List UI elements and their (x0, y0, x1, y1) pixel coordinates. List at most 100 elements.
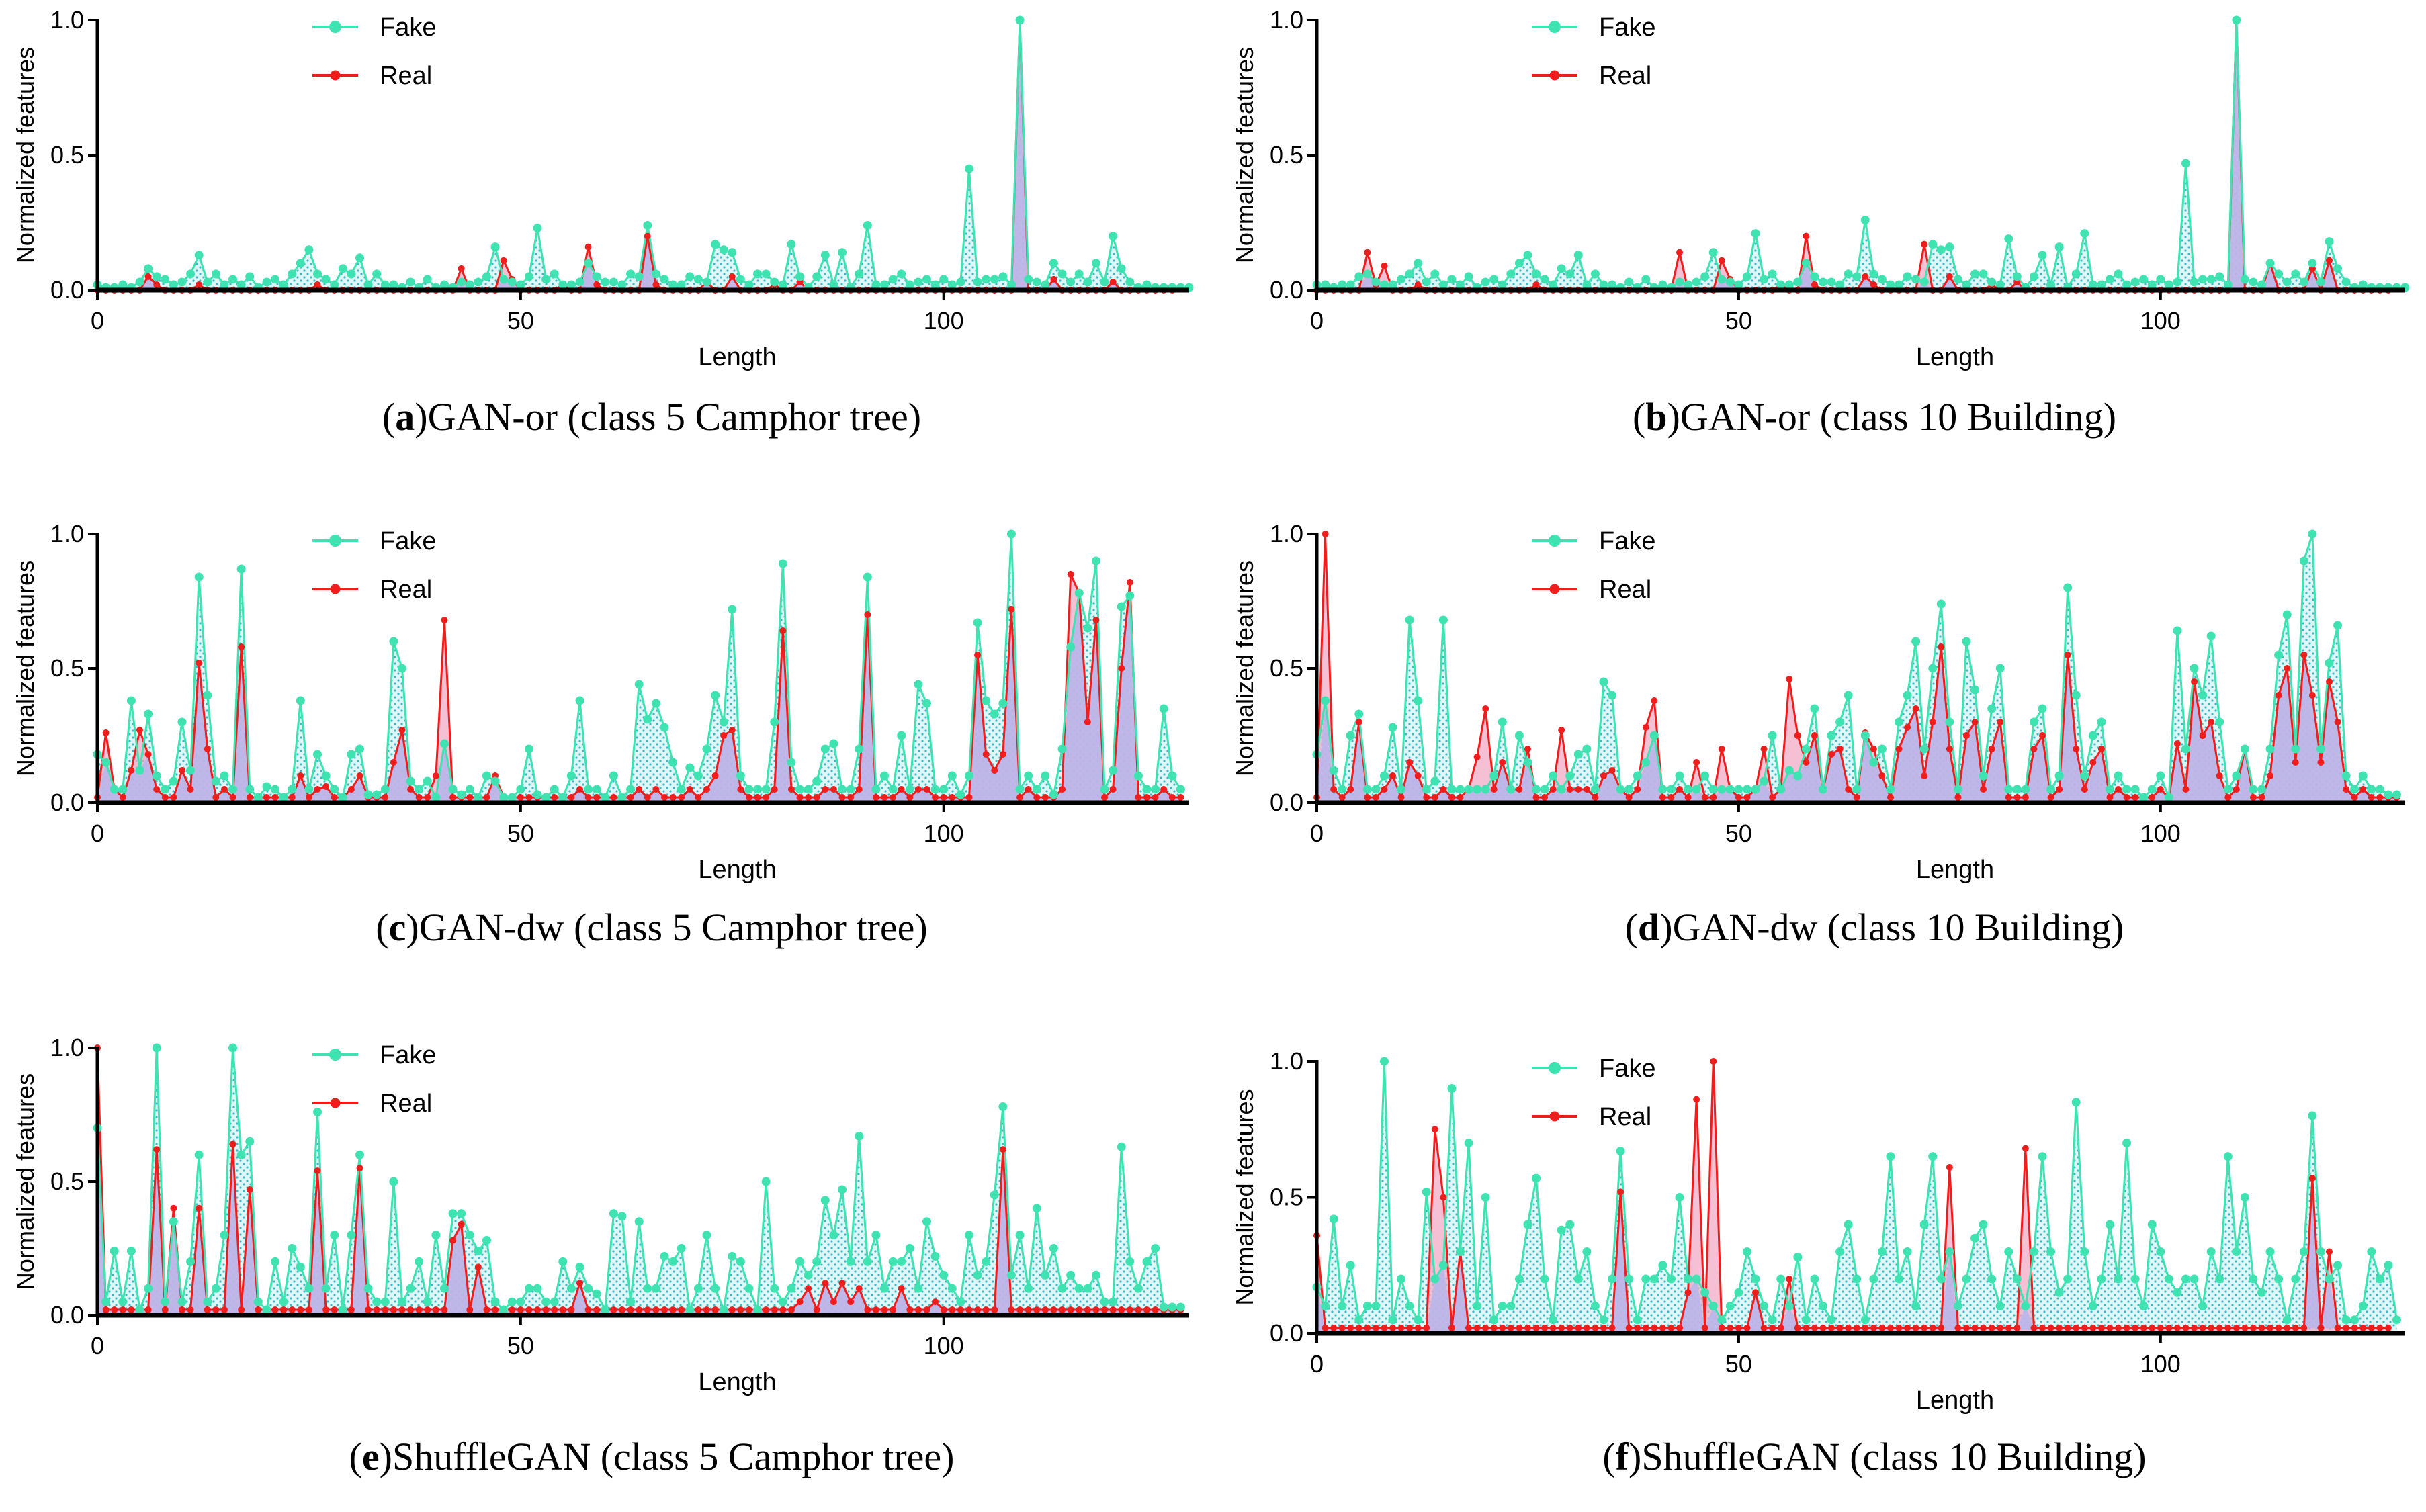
fake-data-point (2333, 264, 2343, 273)
real-data-point (914, 786, 922, 793)
fake-data-point (1835, 1247, 1845, 1256)
real-data-point (1794, 1324, 1801, 1331)
y-tick-label: 1.0 (50, 1034, 84, 1061)
fake-data-point (947, 771, 957, 781)
real-data-point (1819, 1324, 1827, 1331)
real-data-point (1828, 1324, 1835, 1331)
fake-data-point (1338, 785, 1347, 794)
fake-data-point (584, 785, 593, 794)
real-data-point (2073, 746, 2080, 752)
fake-data-point (1430, 1274, 1440, 1284)
fake-data-point (101, 1297, 111, 1306)
real-data-point (1168, 794, 1176, 801)
legend-swatch-marker (1549, 70, 1560, 81)
fake-data-point (1506, 1302, 1516, 1310)
real-data-point (1050, 1306, 1057, 1314)
fake-data-point (1430, 776, 1440, 786)
real-data-point (238, 643, 245, 650)
fake-data-point (2375, 785, 2384, 794)
y-axis-label: Normalized features (11, 1073, 39, 1290)
fake-data-point (1776, 785, 1786, 794)
fake-data-point (761, 269, 771, 279)
fake-data-point (880, 1284, 890, 1293)
fake-data-point (1397, 785, 1406, 794)
real-data-point (466, 794, 474, 801)
fake-data-point (1455, 1247, 1465, 1256)
real-data-point (754, 794, 761, 801)
real-data-point (1786, 676, 1793, 682)
fake-data-point (1760, 275, 1769, 284)
real-data-point (1558, 1324, 1565, 1331)
fake-data-point (380, 1297, 390, 1306)
real-data-point (2089, 759, 2097, 766)
real-data-point (356, 1165, 363, 1172)
fake-data-point (1074, 269, 1084, 279)
fake-data-point (2308, 259, 2317, 268)
fake-data-point (753, 785, 763, 794)
x-tick-label: 100 (924, 819, 964, 847)
fake-data-point (1962, 280, 1971, 290)
real-data-point (390, 759, 397, 766)
fake-data-point (1362, 269, 1372, 279)
fake-data-point (829, 280, 838, 290)
fake-data-point (1329, 1214, 1338, 1224)
fake-data-point (1066, 642, 1076, 652)
fake-data-point (1608, 691, 1617, 700)
fake-data-point (922, 699, 931, 708)
fake-data-point (719, 717, 728, 727)
real-data-point (1718, 746, 1725, 752)
real-data-point (1532, 1324, 1540, 1331)
real-data-point (1558, 727, 1565, 733)
fake-data-point (1176, 1302, 1185, 1312)
fake-data-point (871, 1231, 881, 1240)
real-data-point (1962, 732, 1970, 739)
fake-data-point (363, 1284, 373, 1293)
fake-data-point (617, 1212, 627, 1221)
fake-data-point (1768, 1315, 1777, 1325)
fake-data-point (372, 269, 382, 279)
real-data-point (1033, 794, 1041, 801)
real-data-point (288, 1306, 296, 1314)
fake-data-point (2181, 159, 2190, 168)
fake-data-point (998, 1102, 1008, 1112)
fake-data-point (288, 785, 297, 794)
real-data-point (2208, 719, 2215, 725)
real-data-point (1050, 275, 1057, 283)
real-data-point (652, 281, 660, 288)
fake-data-point (1168, 771, 1177, 781)
real-data-point (864, 1306, 871, 1314)
fake-data-point (2282, 1315, 2292, 1325)
real-data-point (1710, 794, 1717, 801)
y-tick-label: 0.5 (1270, 654, 1303, 682)
fake-data-point (1582, 1247, 1592, 1256)
fake-data-point (1489, 771, 1499, 781)
real-data-point (2047, 794, 2054, 801)
chart-panel-a: 0.0 0.5 1.0 0 50 100 Length Normalized features… (11, 6, 1194, 439)
y-tick-label: 1.0 (50, 6, 84, 34)
fake-data-point (778, 1297, 787, 1306)
fake-data-point (2063, 583, 2073, 592)
real-data-point (1490, 1324, 1498, 1331)
real-data-point (1988, 746, 1995, 752)
fake-data-point (592, 785, 601, 794)
real-data-point (1836, 1324, 1844, 1331)
fake-data-point (211, 269, 220, 279)
fake-data-point (1481, 1193, 1490, 1202)
fake-data-point (1818, 1302, 1827, 1310)
real-data-point (1482, 1324, 1489, 1331)
fake-data-point (2282, 277, 2292, 287)
fake-data-point (2358, 280, 2368, 290)
fake-data-point (347, 1231, 356, 1240)
fake-data-point (490, 776, 500, 786)
fake-data-point (795, 272, 805, 281)
fake-data-point (1346, 1261, 1355, 1270)
fake-data-point (846, 785, 855, 794)
fake-data-point (1523, 251, 1532, 260)
fake-data-point (516, 785, 525, 794)
real-data-point (830, 786, 837, 793)
real-data-point (204, 1306, 211, 1314)
fake-data-point (490, 242, 500, 252)
fake-data-point (304, 1284, 314, 1293)
fake-data-point (787, 758, 796, 767)
